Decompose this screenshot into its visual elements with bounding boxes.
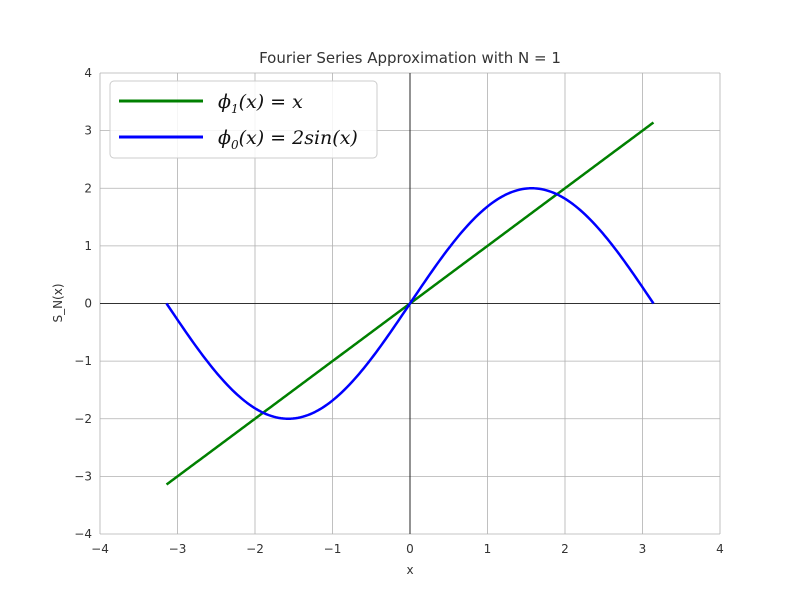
x-tick-label: 2 xyxy=(561,542,569,556)
y-tick-label: 3 xyxy=(84,124,92,138)
y-tick-label: −1 xyxy=(74,354,92,368)
series-layer xyxy=(165,121,655,486)
series-line-phi0 xyxy=(165,187,655,420)
legend-label-phi1: ϕ1(x) = x xyxy=(218,91,303,116)
x-tick-label: −4 xyxy=(91,542,109,556)
y-tick-label: 4 xyxy=(84,66,92,80)
x-tick-label: −2 xyxy=(246,542,264,556)
y-tick-label: −3 xyxy=(74,469,92,483)
legend-label-phi0: ϕ0(x) = 2sin(x) xyxy=(218,127,358,152)
y-tick-label: −2 xyxy=(74,412,92,426)
x-tick-label: 3 xyxy=(639,542,647,556)
x-tick-label: 4 xyxy=(716,542,724,556)
y-tick-label: −4 xyxy=(74,527,92,541)
x-tick-label: 0 xyxy=(406,542,414,556)
x-tick-label: −3 xyxy=(169,542,187,556)
tick-labels: −4 −3 −2 −1 0 1 2 3 4 −4 −3 −2 −1 0 1 2 3 4 xyxy=(74,66,724,556)
y-tick-label: 0 xyxy=(84,297,92,311)
y-axis-label: S_N(x) xyxy=(51,283,65,322)
chart-title: Fourier Series Approximation with N = 1 xyxy=(259,49,561,67)
y-tick-label: 2 xyxy=(84,181,92,195)
x-tick-label: 1 xyxy=(484,542,492,556)
y-tick-label: 1 xyxy=(84,239,92,253)
x-tick-label: −1 xyxy=(324,542,342,556)
legend: ϕ1(x) = x ϕ0(x) = 2sin(x) xyxy=(109,80,378,159)
x-axis-label: x xyxy=(406,563,413,577)
